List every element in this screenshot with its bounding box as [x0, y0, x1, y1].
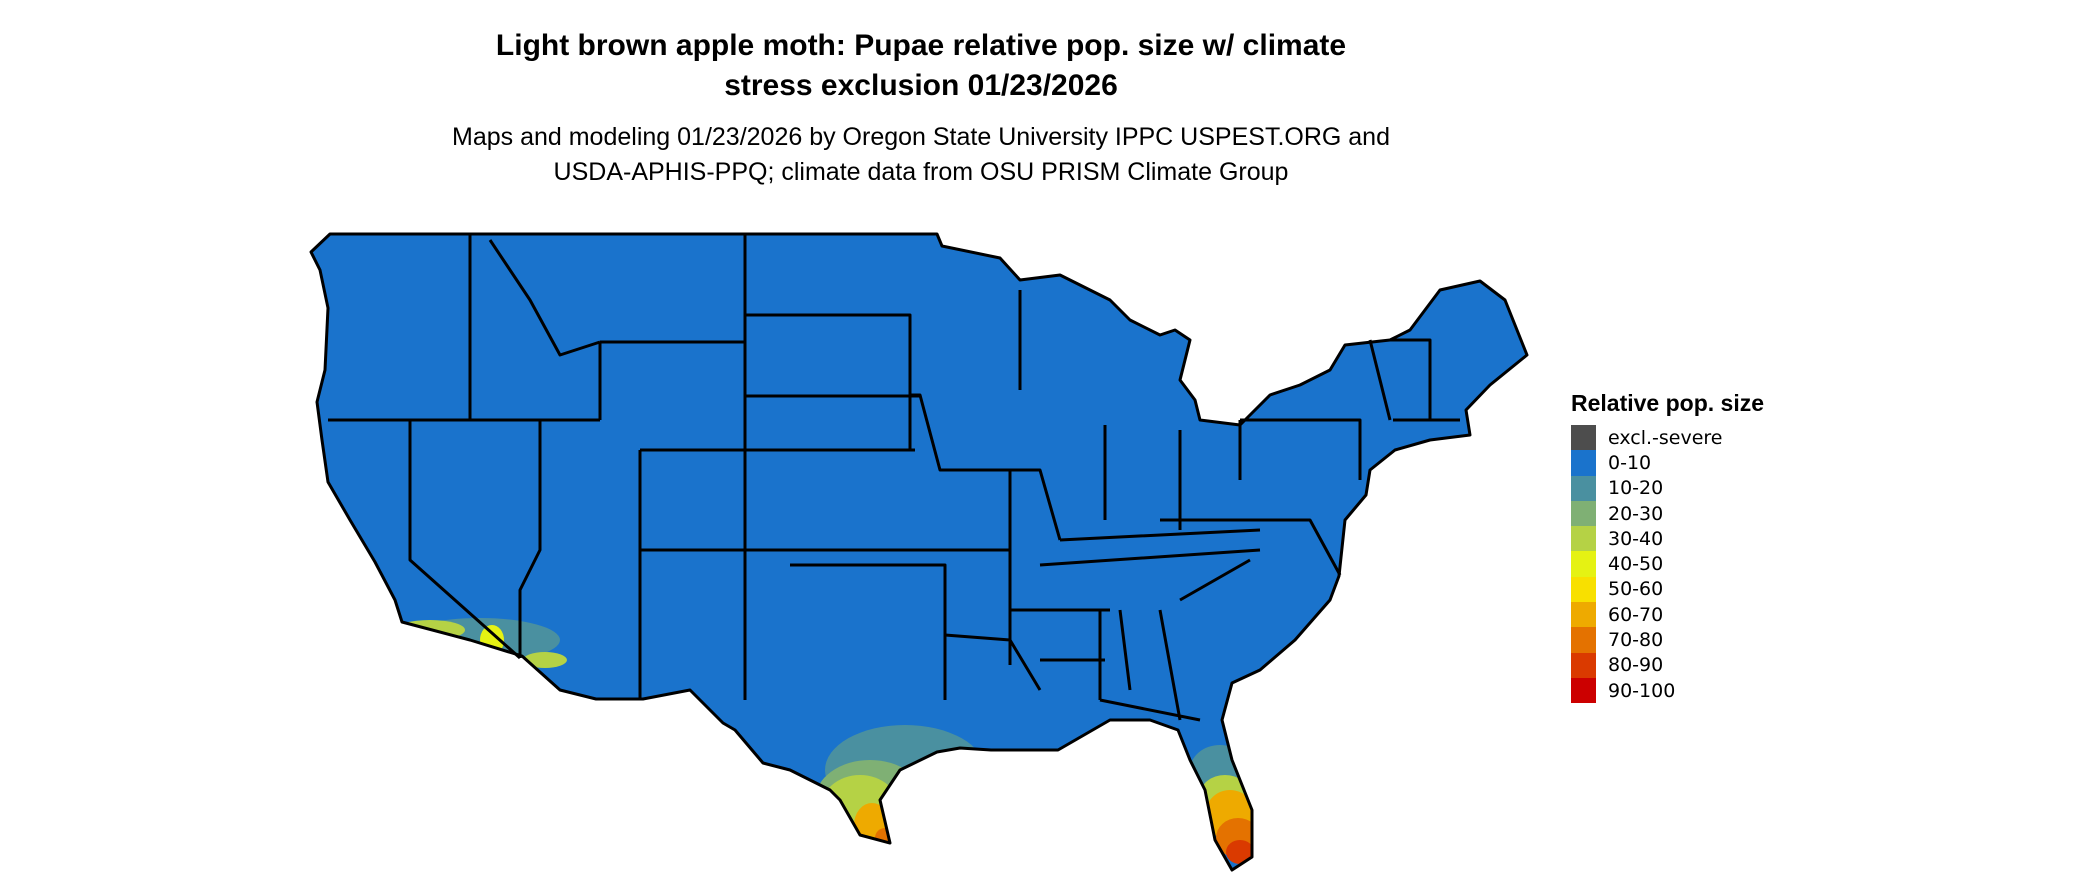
- legend-item: 80-90: [1571, 652, 1764, 678]
- map-subtitle: Maps and modeling 01/23/2026 by Oregon S…: [321, 120, 1521, 190]
- legend-label: 0-10: [1608, 451, 1652, 474]
- legend-label: 50-60: [1608, 578, 1664, 601]
- legend-label: 90-100: [1608, 679, 1676, 702]
- legend-label: 70-80: [1608, 629, 1664, 652]
- patch-az-30-40: [523, 652, 567, 668]
- legend-item: 70-80: [1571, 627, 1764, 653]
- legend-item: 90-100: [1571, 677, 1764, 704]
- legend-swatch: [1571, 677, 1596, 704]
- legend-swatch: [1571, 551, 1596, 577]
- state-borders: [309, 232, 1529, 872]
- legend-label: 40-50: [1608, 553, 1664, 576]
- legend-swatch: [1571, 652, 1596, 678]
- legend-label: 10-20: [1608, 477, 1664, 500]
- national-border: [309, 232, 1529, 872]
- legend-swatch: [1571, 576, 1596, 603]
- legend-item: 10-20: [1571, 475, 1764, 501]
- legend: Relative pop. size excl.-severe 0-10 10-20…: [1571, 390, 1765, 704]
- title-line-1: Light brown apple moth: Pupae relative p…: [495, 29, 1347, 62]
- legend-item: 50-60: [1571, 576, 1764, 603]
- legend-swatch: [1571, 450, 1596, 476]
- conus-region: [311, 234, 1527, 870]
- legend-swatch: [1571, 475, 1596, 501]
- legend-label: 80-90: [1608, 654, 1664, 677]
- legend-swatch: [1571, 602, 1596, 628]
- legend-swatch: [1571, 500, 1596, 527]
- legend-label: 20-30: [1608, 502, 1664, 525]
- legend-item: 60-70: [1571, 602, 1764, 628]
- legend-label: 60-70: [1608, 603, 1664, 626]
- title-line-2: stress exclusion 01/23/2026: [724, 69, 1118, 102]
- state-lines: [328, 234, 1460, 722]
- legend-swatch: [1571, 425, 1596, 451]
- legend-swatch: [1571, 627, 1596, 653]
- patch-tx-70-80: [875, 828, 895, 848]
- patch-fl-80-90: [1226, 840, 1254, 864]
- legend-item: 0-10: [1571, 450, 1764, 476]
- subtitle-line-2: USDA-APHIS-PPQ; climate data from OSU PR…: [553, 158, 1289, 186]
- legend-item: 30-40: [1571, 526, 1764, 552]
- legend-title: Relative pop. size: [1571, 390, 1765, 416]
- map-title: Light brown apple moth: Pupae relative p…: [321, 26, 1521, 106]
- legend-item: 40-50: [1571, 551, 1764, 577]
- legend-swatch: [1571, 526, 1596, 552]
- subtitle-line-1: Maps and modeling 01/23/2026 by Oregon S…: [452, 123, 1390, 151]
- legend-label: 30-40: [1608, 527, 1664, 550]
- legend-label: excl.-severe: [1608, 426, 1723, 449]
- legend-item: excl.-severe: [1571, 425, 1764, 451]
- legend-item: 20-30: [1571, 500, 1764, 527]
